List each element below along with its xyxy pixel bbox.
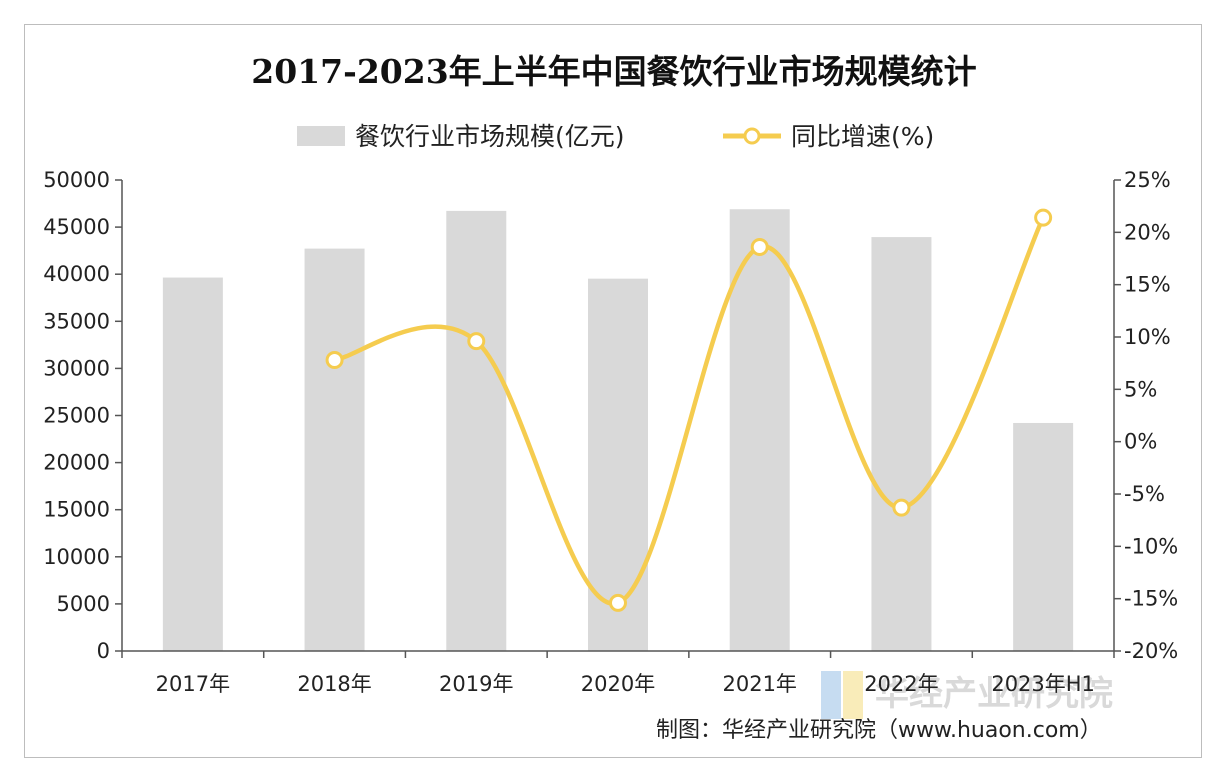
x-tick-label-1: 2018年 bbox=[297, 672, 371, 696]
chart-canvas: 2017-2023年上半年中国餐饮行业市场规模统计 餐饮行业市场规模(亿元) 同… bbox=[43, 52, 1178, 743]
y-left-tick-label-0: 0 bbox=[97, 639, 110, 663]
x-tick-label-0: 2017年 bbox=[156, 672, 230, 696]
source-credit: 制图：华经产业研究院（www.huaon.com） bbox=[656, 718, 1102, 743]
watermark-logo-yellow bbox=[843, 671, 863, 719]
growth-point-4 bbox=[750, 237, 769, 256]
bar-0 bbox=[162, 277, 223, 651]
chart-title: 2017-2023年上半年中国餐饮行业市场规模统计 bbox=[251, 52, 976, 91]
x-tick-label-2: 2019年 bbox=[439, 672, 513, 696]
y-left-tick-label-2: 10000 bbox=[43, 545, 110, 569]
y-right-tick-label-8: 20% bbox=[1124, 220, 1171, 244]
y-right-tick-label-3: -5% bbox=[1124, 482, 1165, 506]
y-right-tick-label-7: 15% bbox=[1124, 273, 1171, 297]
y-left-tick-label-1: 5000 bbox=[57, 592, 110, 616]
y-left-tick-label-8: 40000 bbox=[43, 262, 110, 286]
y-right-tick-label-9: 25% bbox=[1124, 168, 1171, 192]
y-left-tick-label-4: 20000 bbox=[43, 451, 110, 475]
legend-line-marker bbox=[743, 127, 761, 145]
y-right-tick-label-4: 0% bbox=[1124, 430, 1157, 454]
bar-6 bbox=[1013, 422, 1074, 651]
chart-frame: 2017-2023年上半年中国餐饮行业市场规模统计 餐饮行业市场规模(亿元) 同… bbox=[24, 24, 1202, 758]
y-right-tick-label-5: 5% bbox=[1124, 377, 1157, 401]
bar-2 bbox=[446, 210, 507, 651]
x-tick-label-6: 2023年H1 bbox=[991, 672, 1095, 696]
x-tick-label-5: 2022年 bbox=[864, 672, 938, 696]
plot-area: 0 5000 10000 15000 20000 25000 30000 35000 40000… bbox=[43, 168, 1178, 696]
bar-1 bbox=[304, 248, 365, 651]
y-left-tick-label-6: 30000 bbox=[43, 356, 110, 380]
y-left-tick-label-3: 15000 bbox=[43, 498, 110, 522]
legend-line-label: 同比增速(%) bbox=[791, 122, 934, 151]
y-right-tick-label-2: -10% bbox=[1124, 534, 1178, 558]
y-left-tick-label-9: 45000 bbox=[43, 215, 110, 239]
growth-point-6 bbox=[1034, 208, 1053, 227]
y-left-tick-label-10: 50000 bbox=[43, 168, 110, 192]
watermark-logo-blue bbox=[821, 671, 841, 719]
growth-point-2 bbox=[467, 332, 486, 351]
y-right-tick-label-1: -15% bbox=[1124, 587, 1178, 611]
bar-4 bbox=[729, 209, 790, 652]
growth-line bbox=[334, 216, 1046, 606]
growth-point-1 bbox=[325, 351, 344, 370]
watermark: 华经产业研究院 bbox=[821, 671, 1113, 719]
y-right-tick-label-0: -20% bbox=[1124, 639, 1178, 663]
watermark-text: 华经产业研究院 bbox=[875, 674, 1113, 714]
bar-5 bbox=[871, 237, 932, 651]
y-right-tick-label-6: 10% bbox=[1124, 325, 1171, 349]
y-left-tick-label-7: 35000 bbox=[43, 309, 110, 333]
legend: 餐饮行业市场规模(亿元) 同比增速(%) bbox=[297, 122, 934, 151]
y-left-tick-label-5: 25000 bbox=[43, 404, 110, 428]
legend-bar-label: 餐饮行业市场规模(亿元) bbox=[355, 122, 625, 151]
x-tick-label-3: 2020年 bbox=[581, 672, 655, 696]
x-tick-label-4: 2021年 bbox=[722, 672, 796, 696]
growth-point-3 bbox=[609, 593, 627, 612]
bar-3 bbox=[588, 278, 648, 651]
legend-bar-swatch bbox=[297, 126, 345, 146]
growth-point-5 bbox=[892, 498, 911, 517]
